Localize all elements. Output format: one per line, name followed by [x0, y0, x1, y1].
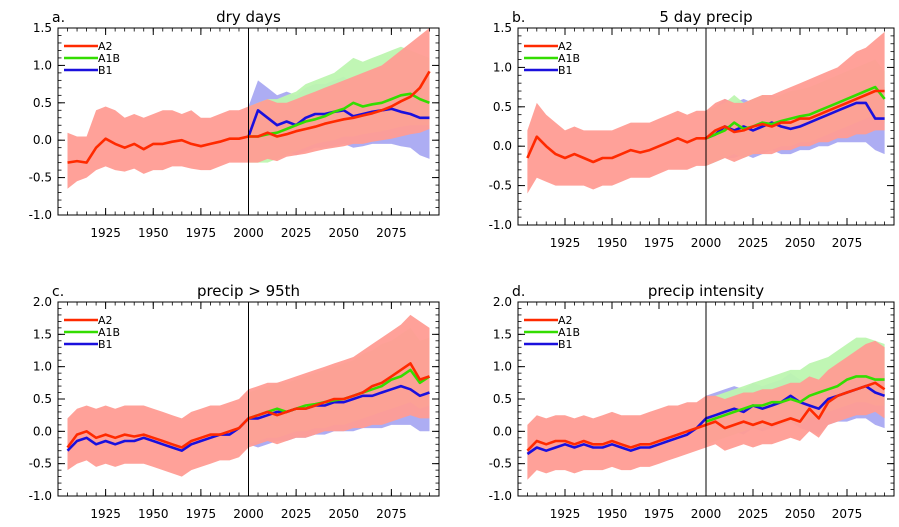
panel-a-xtick-label: 2075	[376, 226, 407, 240]
panel-d-ytick-label: 1.0	[493, 360, 512, 374]
panel-a-xtick-label: 1925	[90, 226, 121, 240]
panel-a-ytick-label: 1.5	[33, 21, 52, 35]
panel-a-title: dry days	[216, 8, 281, 26]
panel-a-xtick-label: 1975	[186, 226, 217, 240]
panel-c-xtick-label: 2025	[281, 507, 312, 521]
panel-b-ytick-label: 1.5	[493, 21, 512, 35]
panel-d-label: d.	[512, 284, 525, 300]
panel-b-xtick-label: 2050	[785, 236, 816, 250]
panel-a-ytick-label: 1.0	[33, 58, 52, 72]
panel-a-legend-label-A2: A2	[98, 40, 113, 53]
panel-a-legend-label-B1: B1	[98, 64, 113, 77]
panel-c-xtick-label: 1950	[138, 507, 169, 521]
panel-a-ytick-label: -1.0	[29, 208, 52, 222]
panel-b-line-B1	[705, 101, 885, 140]
panel-d-ytick-label: -1.0	[489, 489, 512, 503]
panel-b-legend-label-B1: B1	[558, 64, 573, 77]
panel-a-label: a.	[52, 10, 65, 26]
panel-b-legend-label-A1B: A1B	[558, 52, 580, 65]
panel-b-ytick-label: 0.5	[493, 100, 512, 114]
panel-d-xtick-label: 2075	[832, 507, 863, 521]
panel-d-ytick-label: 0.5	[493, 392, 512, 406]
panel-c: -1.0 -0.5 0.0 0.5 1.0 1.5 2.0 1925 1950 1975 2000 2…	[29, 282, 440, 521]
panel-d-xtick-label: 2050	[785, 507, 816, 521]
panel-c-xtick-label: 2050	[328, 507, 359, 521]
panel-c-legend-label-A2: A2	[98, 314, 113, 327]
panel-c-xtick-label: 2075	[376, 507, 407, 521]
panel-d-xtick-label: 1925	[550, 507, 581, 521]
panel-a-ytick-label: -0.5	[29, 171, 52, 185]
panel-d-xtick-label: 1975	[644, 507, 675, 521]
panel-d-xtick-label: 2000	[691, 507, 722, 521]
panel-a-xtick-label: 2000	[233, 226, 264, 240]
panel-c-label: c.	[52, 284, 64, 300]
panel-b-ytick-label: -1.0	[489, 218, 512, 232]
panel-c-legend-label-A1B: A1B	[98, 326, 120, 339]
panel-a-xtick-label: 2025	[281, 226, 312, 240]
panel-b-xtick-label: 2075	[832, 236, 863, 250]
panel-c-ytick-label: 0.0	[33, 424, 52, 438]
panel-b-xtick-label: 1975	[644, 236, 675, 250]
panel-b: -1.0 -0.5 0.0 0.5 1.0 1.5 1925 1950 1975 2000 2025…	[489, 8, 895, 250]
panel-b-xtick-label: 2025	[738, 236, 769, 250]
panel-c-ytick-label: 1.0	[33, 360, 52, 374]
panel-a-line-A1B	[248, 92, 430, 138]
panel-a-xtick-label: 1950	[138, 226, 169, 240]
panel-d-xtick-label: 2025	[738, 507, 769, 521]
panel-d: -1.0 -0.5 0.0 0.5 1.0 1.5 2.0 1925 1950 1975 2000 2…	[489, 282, 895, 521]
panel-d-ytick-label: -0.5	[489, 457, 512, 471]
panel-b-legend-label-A2: A2	[558, 40, 573, 53]
panel-a-xtick-label: 2050	[328, 226, 359, 240]
panel-b-xtick-label: 2000	[691, 236, 722, 250]
panel-c-xtick-label: 1975	[186, 507, 217, 521]
panel-d-legend-label-B1: B1	[558, 338, 573, 351]
panel-c-ytick-label: 1.5	[33, 327, 52, 341]
panel-d-legend-label-A1B: A1B	[558, 326, 580, 339]
panel-b-line-A1B	[705, 85, 886, 140]
panel-b-ytick-label: 1.0	[493, 60, 512, 74]
panel-c-ytick-label: 2.0	[33, 295, 52, 309]
panel-d-ytick-label: 2.0	[493, 295, 512, 309]
panel-d-title: precip intensity	[648, 282, 764, 300]
panel-b-label: b.	[512, 10, 525, 26]
panel-d-line-A1B	[705, 375, 885, 423]
panel-a-ytick-label: 0.0	[33, 133, 52, 147]
panel-c-legend-label-B1: B1	[98, 338, 113, 351]
panel-c-ytick-label: 0.5	[33, 392, 52, 406]
panel-c-ytick-label: -0.5	[29, 457, 52, 471]
panel-c-ytick-label: -1.0	[29, 489, 52, 503]
panel-b-ytick-label: -0.5	[489, 179, 512, 193]
panel-a-legend-label-A1B: A1B	[98, 52, 120, 65]
panel-a-ytick-label: 0.5	[33, 96, 52, 110]
panel-a: -1.0 -0.5 0.0 0.5 1.0 1.5 1925 1950 1975 2000 2025…	[29, 8, 440, 240]
panel-c-xtick-label: 1925	[90, 507, 121, 521]
panel-d-legend-label-A2: A2	[558, 314, 573, 327]
panel-b-xtick-label: 1925	[550, 236, 581, 250]
panel-d-ytick-label: 0.0	[493, 424, 512, 438]
panel-c-title: precip > 95th	[197, 282, 300, 300]
panel-d-xtick-label: 1950	[597, 507, 628, 521]
panel-c-xtick-label: 2000	[233, 507, 264, 521]
panel-b-title: 5 day precip	[659, 8, 752, 26]
panel-d-ytick-label: 1.5	[493, 327, 512, 341]
panel-b-ytick-label: 0.0	[493, 139, 512, 153]
panel-b-xtick-label: 1950	[597, 236, 628, 250]
